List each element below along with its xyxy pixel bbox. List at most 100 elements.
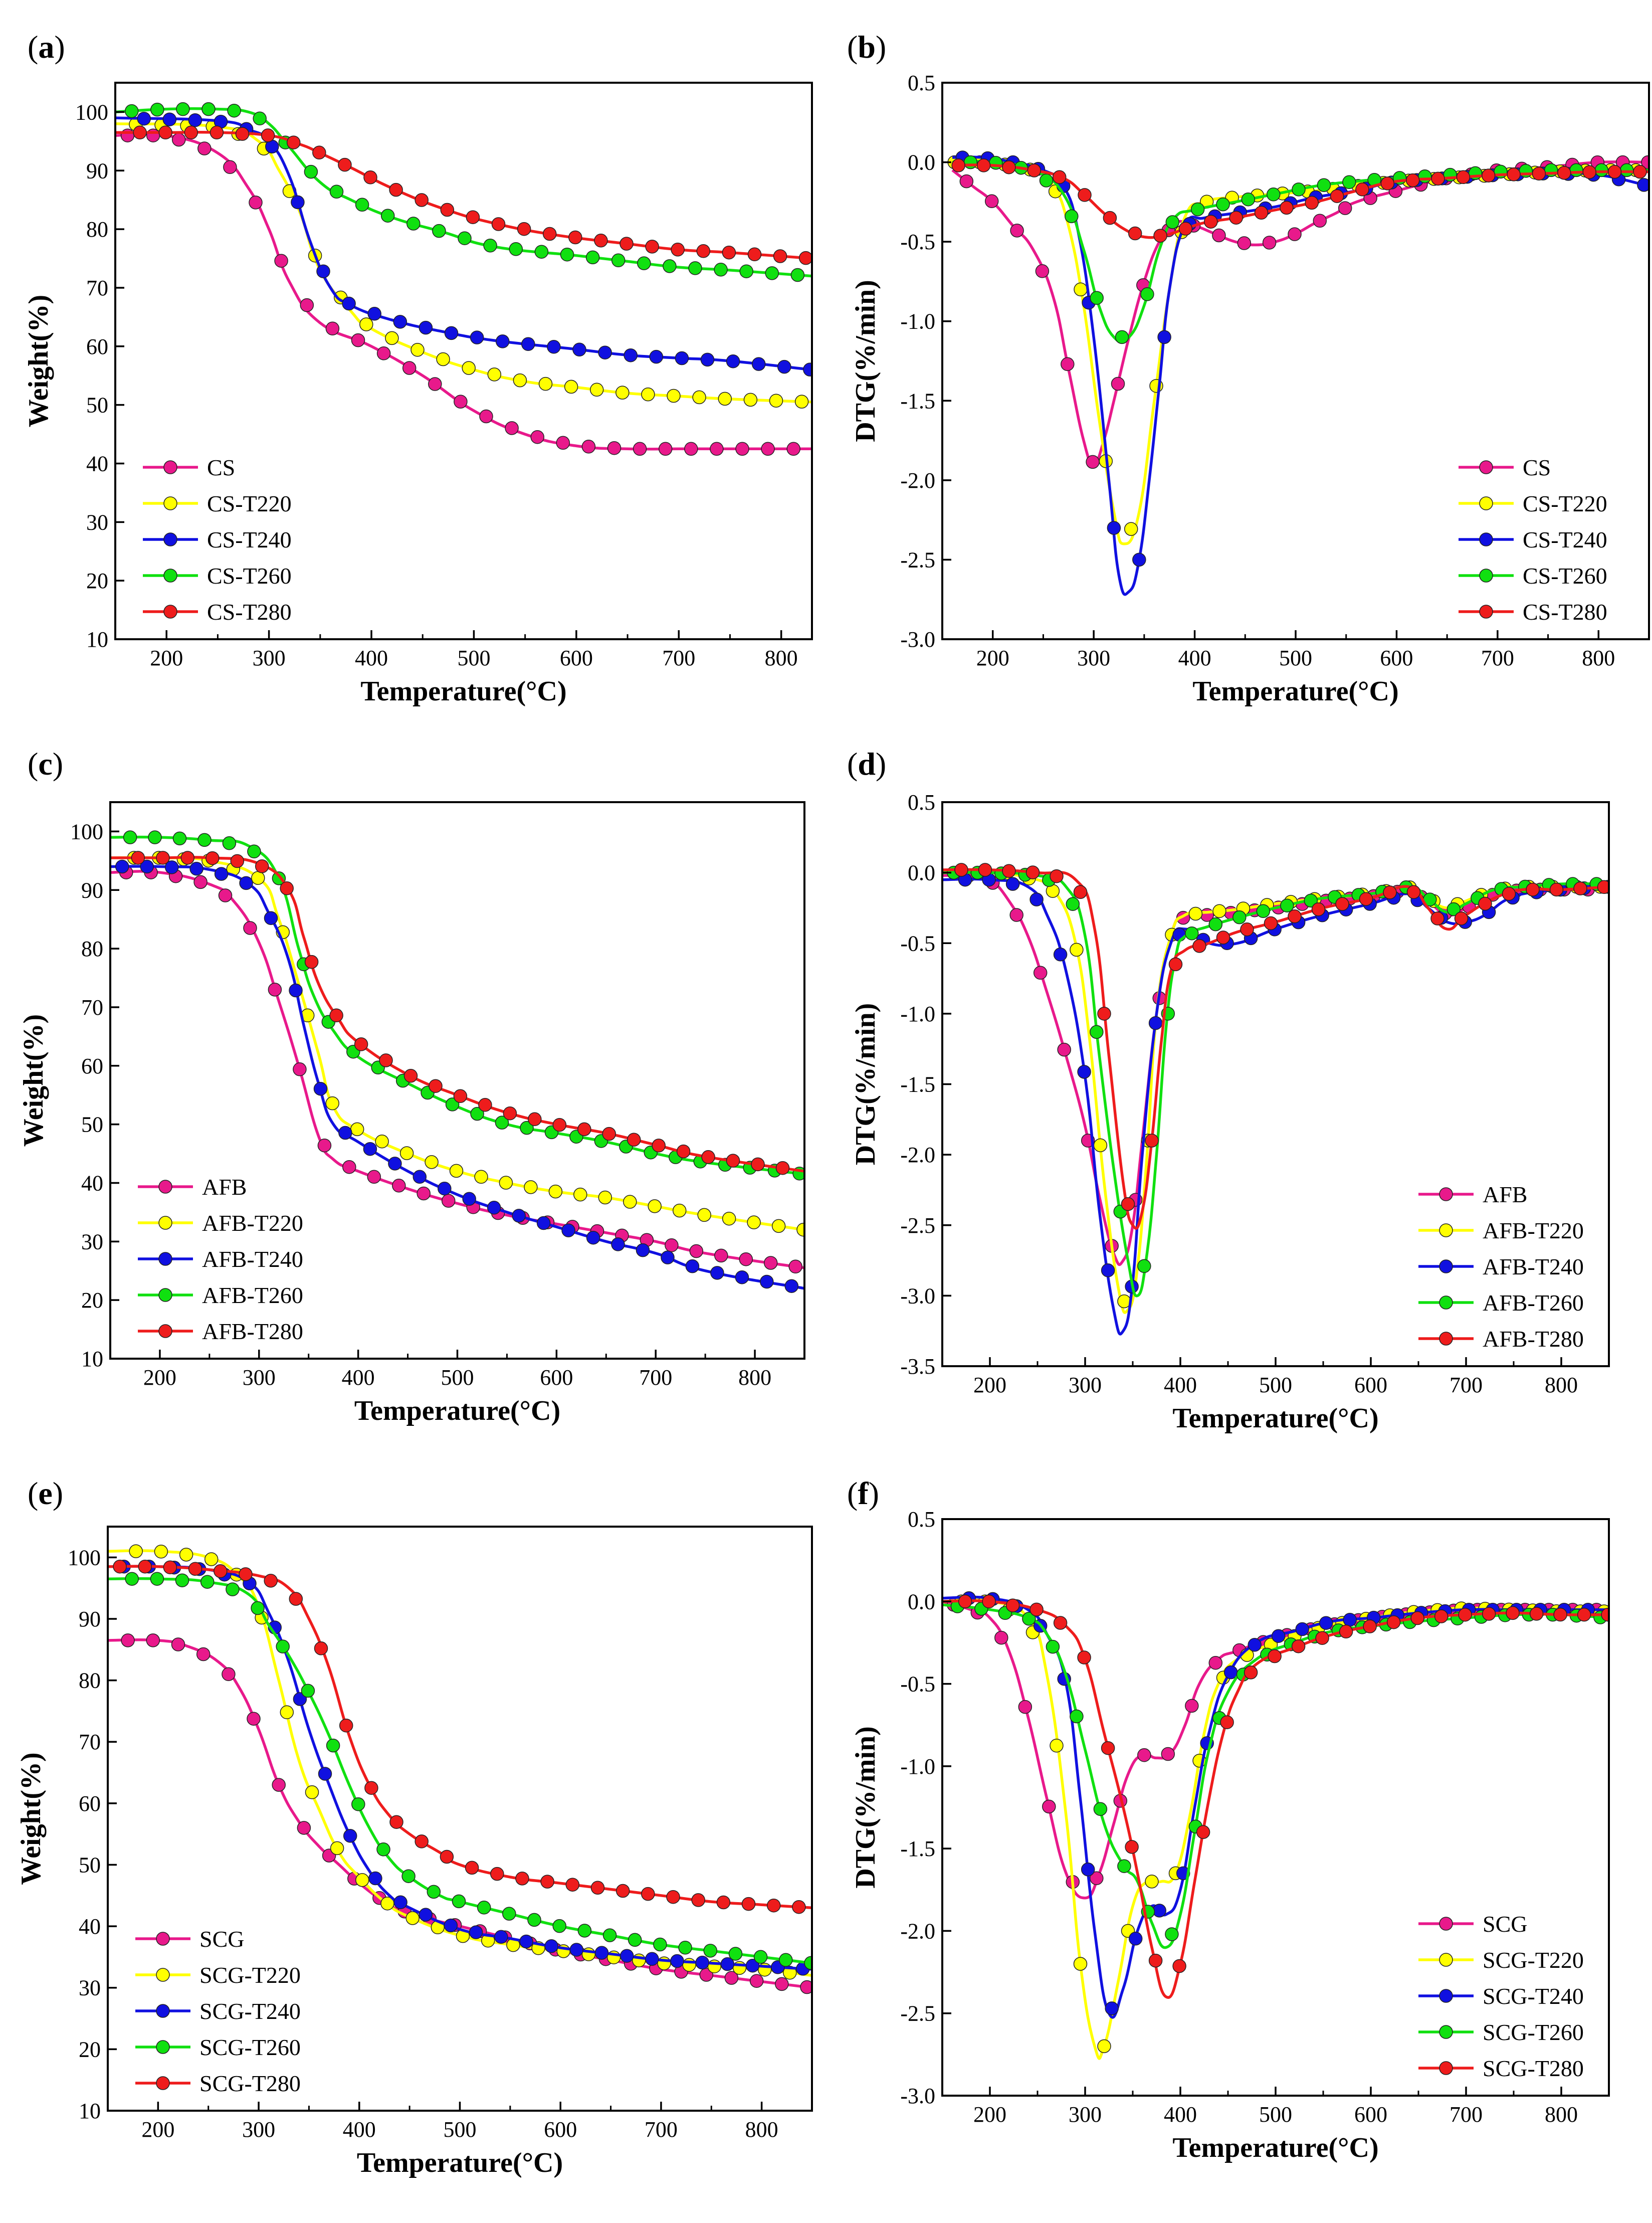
legend-item: CS-T280	[143, 599, 292, 625]
panel-label-close-paren: )	[876, 29, 886, 65]
data-point-marker	[1185, 926, 1199, 941]
data-point-marker	[963, 155, 978, 169]
legend-label: SCG-T220	[1483, 1947, 1584, 1973]
data-point-marker	[573, 1187, 587, 1202]
x-tick-label: 300	[243, 1365, 276, 1390]
y-tick-label: 90	[86, 158, 108, 183]
series-line	[108, 1565, 812, 1971]
data-point-marker	[204, 1552, 219, 1566]
x-tick-label: 200	[143, 1365, 176, 1390]
data-point-marker	[318, 1767, 332, 1781]
data-point-marker	[542, 227, 557, 241]
y-tick-label: 70	[86, 276, 108, 300]
legend-item: CS-T220	[143, 491, 292, 516]
x-tick-label: 300	[253, 646, 286, 670]
series-line	[108, 1549, 812, 1977]
data-point-marker	[760, 1274, 774, 1289]
x-tick-label: 700	[1450, 2102, 1483, 2127]
data-point-marker	[222, 1667, 236, 1682]
data-point-marker	[120, 128, 135, 142]
data-point-marker	[1078, 188, 1092, 202]
data-point-marker	[569, 1943, 584, 1957]
data-point-marker	[389, 1815, 403, 1829]
legend: CS CS-T220 CS-T240 CS-T260 CS-T280	[143, 455, 292, 625]
x-tick-label: 500	[1259, 1373, 1292, 1397]
data-point-marker	[1359, 892, 1373, 906]
data-point-marker	[703, 1944, 718, 1958]
data-point-marker	[502, 1907, 516, 1921]
x-tick-label: 600	[544, 2117, 577, 2142]
legend-item: AFB	[138, 1174, 247, 1200]
panel-label: (b)	[847, 29, 886, 65]
data-point-marker	[777, 359, 791, 374]
panel-label-close-paren: )	[53, 1475, 63, 1511]
data-point-marker	[329, 184, 344, 199]
plot-frame	[114, 82, 813, 640]
data-point-marker	[1229, 211, 1243, 225]
data-point-marker	[1311, 902, 1326, 916]
y-tick-label: 100	[75, 100, 108, 124]
panel-label-letter: e	[38, 1475, 52, 1511]
data-point-marker	[1262, 236, 1277, 250]
data-point-marker	[652, 1139, 666, 1153]
data-point-marker	[699, 1968, 714, 1982]
x-axis-title: Temperature(°C)	[354, 1395, 560, 1426]
legend-marker	[163, 605, 177, 619]
data-point-marker	[667, 389, 681, 403]
data-point-marker	[716, 1895, 731, 1910]
data-point-marker	[436, 352, 450, 366]
data-point-marker	[1380, 176, 1395, 191]
data-point-marker	[1458, 1607, 1472, 1622]
data-point-marker	[515, 1872, 529, 1886]
y-tick-label: 0.0	[908, 150, 935, 175]
legend-label: AFB-T280	[1483, 1326, 1584, 1352]
legend-label: AFB-T260	[202, 1282, 303, 1308]
data-point-marker	[1057, 1042, 1071, 1057]
data-point-marker	[1093, 1138, 1108, 1153]
data-point-marker	[305, 1785, 319, 1799]
data-point-marker	[1025, 865, 1040, 879]
data-point-marker	[300, 298, 314, 312]
data-point-marker	[230, 854, 245, 868]
data-point-marker	[1343, 1613, 1357, 1627]
data-point-marker	[226, 1582, 240, 1596]
data-point-marker	[115, 859, 129, 874]
y-tick-label: 0.0	[908, 861, 935, 885]
data-point-marker	[691, 1893, 705, 1907]
x-tick-label: 500	[1259, 2102, 1292, 2127]
data-point-marker	[1573, 881, 1587, 895]
x-tick-label: 800	[765, 646, 798, 670]
data-point-marker	[402, 361, 417, 375]
data-point-marker	[251, 1601, 265, 1615]
data-point-marker	[249, 196, 263, 210]
legend-marker	[1439, 2025, 1453, 2039]
data-point-marker	[513, 373, 527, 388]
legend-marker	[1439, 1259, 1453, 1273]
x-tick-label: 400	[1178, 646, 1211, 670]
data-point-marker	[1295, 1622, 1309, 1636]
legend-item: AFB-T280	[1418, 1326, 1584, 1352]
data-point-marker	[218, 888, 233, 902]
legend-item: SCG-T260	[135, 2034, 301, 2060]
data-point-marker	[1430, 911, 1444, 925]
y-tick-label: 60	[86, 334, 108, 359]
legend-label: CS-T220	[207, 491, 292, 516]
data-point-marker	[1010, 224, 1024, 238]
legend: AFB AFB-T220 AFB-T240 AFB-T260 AFB-T280	[138, 1174, 303, 1344]
legend-label: CS	[207, 455, 235, 480]
data-point-marker	[739, 264, 753, 278]
data-point-marker	[577, 1924, 592, 1938]
panel-label-open-paren: (	[28, 746, 38, 782]
data-point-marker	[1073, 885, 1088, 899]
data-point-marker	[293, 1062, 307, 1076]
data-point-marker	[1018, 1700, 1032, 1714]
data-point-marker	[359, 317, 373, 331]
y-axis-title: Weight(%)	[23, 295, 54, 427]
data-point-marker	[714, 1248, 728, 1263]
data-point-marker	[628, 1933, 642, 1947]
legend-item: CS-T260	[143, 563, 292, 589]
chart-panel-f: (f) 200 300 400 500 600 700 800 -3.0 -2.5 -2.0 -1.5…	[847, 1475, 1610, 2163]
data-point-marker	[1271, 1629, 1286, 1643]
data-point-marker	[171, 132, 186, 147]
data-point-marker	[470, 330, 484, 344]
